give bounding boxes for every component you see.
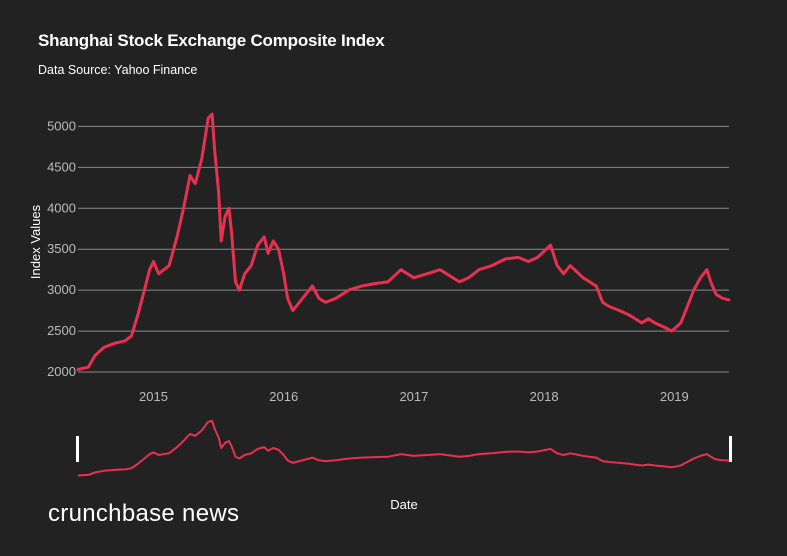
chart-subtitle: Data Source: Yahoo Finance (38, 63, 198, 77)
y-tick-label: 3000 (47, 282, 76, 297)
x-tick-label: 2018 (530, 389, 559, 404)
y-tick-label: 2500 (47, 323, 76, 338)
navigator[interactable] (76, 419, 732, 477)
crunchbase-news-logo: crunchbase news (48, 500, 240, 527)
series-group[interactable] (76, 112, 731, 371)
x-tick-label: 2019 (660, 389, 689, 404)
x-tick-label: 2017 (399, 389, 428, 404)
y-tick-label: 2000 (47, 364, 76, 379)
x-tick-label: 2015 (139, 389, 168, 404)
grid (78, 125, 729, 373)
y-axis: 2000 2500 3000 3500 4000 4500 5000 (47, 118, 76, 379)
y-tick-label: 4500 (47, 159, 76, 174)
y-tick-label: 3500 (47, 241, 76, 256)
y-tick-label: 5000 (47, 118, 76, 133)
y-axis-title: Index Values (28, 204, 43, 279)
x-tick-label: 2016 (269, 389, 298, 404)
chart-title: Shanghai Stock Exchange Composite Index (38, 31, 385, 50)
x-axis-title: Date (390, 497, 417, 512)
navigator-left-handle[interactable] (76, 436, 79, 462)
series-line-0[interactable] (76, 112, 731, 371)
navigator-right-handle[interactable] (729, 436, 732, 462)
navigator-series-line (77, 419, 730, 477)
x-axis: 2015 2016 2017 2018 2019 (139, 389, 689, 404)
y-tick-label: 4000 (47, 200, 76, 215)
